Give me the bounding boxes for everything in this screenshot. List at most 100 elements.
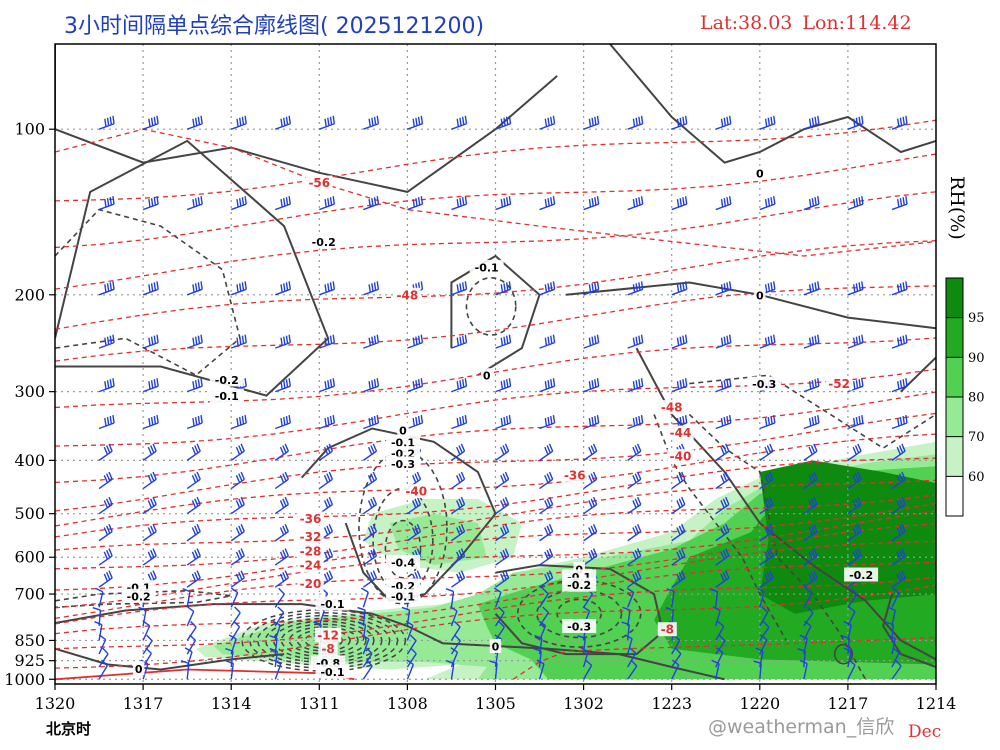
wind-barb-21 <box>142 334 159 349</box>
wind-barb-236 <box>671 281 688 296</box>
wind-barb-0 <box>98 115 115 130</box>
wind-barb-245 <box>671 570 686 588</box>
vv-label-9-bg <box>385 434 420 449</box>
colorbar-tick-90: 90 <box>968 351 985 366</box>
wind-barb-77 <box>275 414 291 430</box>
vv-ring-core-5 <box>272 620 375 661</box>
wind-barb-188 <box>539 496 554 515</box>
vv-label-1: -0.1 <box>475 261 499 274</box>
wind-barb-135 <box>406 523 422 542</box>
wind-barb-91 <box>319 196 336 211</box>
vv-label-3-bg <box>209 388 244 403</box>
wind-barb-186 <box>539 443 554 461</box>
wind-barb-276 <box>759 443 774 461</box>
wind-barb-309 <box>847 334 864 349</box>
wind-barb-251 <box>671 659 680 680</box>
wind-barb-205 <box>583 471 598 490</box>
wind-barb-124 <box>362 647 373 668</box>
vv-label-2-bg <box>209 372 244 387</box>
wind-barb-50 <box>186 620 197 641</box>
wind-barb-12 <box>95 587 104 608</box>
temp-line-12 <box>55 494 936 570</box>
temp-label-14: -8 <box>321 642 334 656</box>
vv-label-15-bg <box>573 561 585 576</box>
wind-barb-275 <box>759 414 776 430</box>
wind-barb-27 <box>142 523 157 542</box>
wind-barb-127 <box>407 196 424 211</box>
wind-barb-250 <box>671 647 682 668</box>
vv-label-1-bg <box>469 259 504 274</box>
wind-barb-294 <box>803 443 818 461</box>
wind-barb-192 <box>538 587 549 608</box>
wind-barb-201 <box>583 334 600 349</box>
wind-barb-24 <box>142 443 157 461</box>
x-tick-1214: 1214 <box>916 694 957 713</box>
colorbar-segment-2 <box>946 397 963 437</box>
temp-line-10 <box>55 457 936 538</box>
vv-label-3: -0.1 <box>215 390 239 403</box>
wind-barb-206 <box>583 496 598 515</box>
wind-barb-156 <box>445 588 455 608</box>
wind-barb-150 <box>451 443 466 461</box>
wind-barb-200 <box>583 281 600 296</box>
y-tick-300: 300 <box>14 382 45 401</box>
wind-barb-111 <box>363 334 380 349</box>
vv-label-14-bg <box>385 588 420 603</box>
temp-label-2: -48 <box>661 401 683 415</box>
colorbar-segment-5 <box>946 278 963 318</box>
wind-barb-88 <box>269 647 279 668</box>
wind-barb-5 <box>98 414 115 430</box>
wind-barb-287 <box>753 660 762 680</box>
wind-barb-222 <box>627 443 642 461</box>
wind-barb-49 <box>186 606 195 627</box>
wind-barb-82 <box>274 548 289 566</box>
y-tick-200: 200 <box>14 285 45 304</box>
x-tick-1317: 1317 <box>123 694 164 713</box>
wind-barb-22 <box>142 378 159 393</box>
wind-barb-144 <box>451 115 468 130</box>
vv-line-n <box>55 589 232 609</box>
wind-barb-325 <box>891 196 908 211</box>
wind-barb-308 <box>847 281 864 296</box>
wind-barb-40 <box>186 378 203 393</box>
wind-barb-45 <box>186 523 201 542</box>
wind-barb-161 <box>446 660 455 680</box>
vv-label-2: -0.2 <box>215 374 239 387</box>
wind-barb-61 <box>230 471 245 490</box>
vv-label-24-bg <box>315 596 350 611</box>
wind-barb-233 <box>627 659 638 680</box>
wind-barb-166 <box>495 378 512 393</box>
wind-barb-189 <box>539 523 554 542</box>
wind-barb-324 <box>891 115 908 130</box>
wind-barb-87 <box>269 635 278 655</box>
temp-label-15: -8 <box>661 623 674 637</box>
wind-barb-1 <box>98 196 115 211</box>
wind-barb-187 <box>539 471 554 490</box>
wind-barb-292 <box>803 378 820 393</box>
wind-barb-229 <box>622 606 631 627</box>
wind-barb-67 <box>230 606 241 627</box>
wind-barb-208 <box>583 548 598 566</box>
wind-barb-267 <box>715 634 726 655</box>
wind-barb-335 <box>891 570 906 588</box>
wind-barb-20 <box>142 281 159 296</box>
wind-barb-37 <box>186 196 203 211</box>
wind-barb-191 <box>539 570 554 588</box>
wind-barb-109 <box>363 196 380 211</box>
wind-barb-92 <box>319 281 336 296</box>
wind-barb-25 <box>142 471 157 490</box>
colorbar-tick-70: 70 <box>968 430 985 445</box>
wind-barb-202 <box>583 378 600 393</box>
y-tick-500: 500 <box>14 504 45 523</box>
wind-barb-316 <box>847 548 862 566</box>
wind-barb-113 <box>363 414 380 430</box>
vv-label-11: -0.3 <box>391 458 415 471</box>
temp-label-12-bg <box>297 576 324 591</box>
wind-barb-277 <box>759 471 774 490</box>
wind-barb-66 <box>230 587 239 608</box>
temp-line-3 <box>55 240 936 330</box>
vv-label-8-bg <box>397 422 409 437</box>
temp-label-7-bg <box>402 484 430 499</box>
wind-barb-46 <box>186 548 201 566</box>
x-tick-1305: 1305 <box>475 694 516 713</box>
